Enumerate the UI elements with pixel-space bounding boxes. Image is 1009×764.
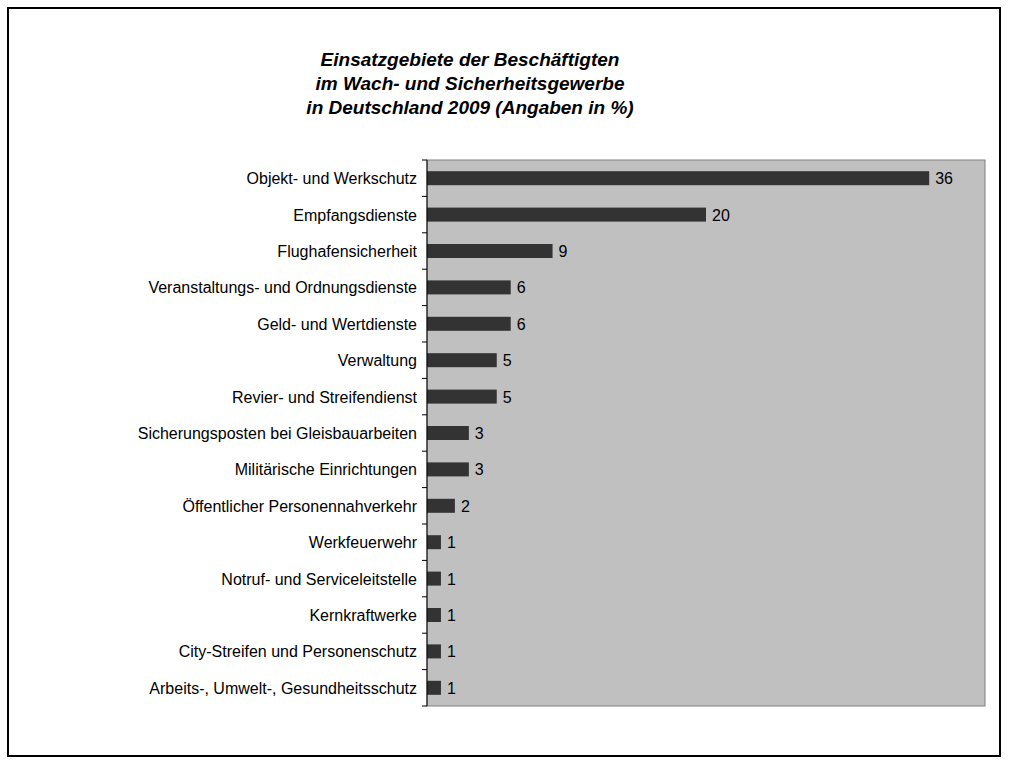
bar	[427, 499, 455, 513]
data-label: 36	[935, 170, 953, 187]
category-axis	[427, 160, 428, 706]
data-label: 1	[447, 534, 456, 551]
outer-frame	[8, 8, 1000, 756]
category-label: Militärische Einrichtungen	[235, 461, 417, 478]
data-label: 6	[517, 316, 526, 333]
category-tick	[422, 596, 427, 597]
category-tick	[422, 232, 427, 233]
category-tick	[422, 524, 427, 525]
bar	[427, 644, 441, 658]
category-label: City-Streifen und Personenschutz	[179, 643, 417, 660]
category-label: Revier- und Streifendienst	[232, 389, 418, 406]
data-label: 1	[447, 643, 456, 660]
category-label: Werkfeuerwehr	[309, 534, 418, 551]
bar	[427, 353, 497, 367]
data-label: 1	[447, 607, 456, 624]
category-label: Objekt- und Werkschutz	[247, 170, 417, 187]
category-label: Arbeits-, Umwelt-, Gesundheitsschutz	[149, 680, 417, 697]
category-label: Verwaltung	[338, 352, 417, 369]
category-tick	[422, 196, 427, 197]
category-tick	[422, 160, 427, 161]
chart: Einsatzgebiete der Beschäftigten im Wach-…	[0, 0, 1009, 764]
bar	[427, 208, 706, 222]
category-label: Empfangsdienste	[293, 207, 417, 224]
data-label: 1	[447, 571, 456, 588]
bar	[427, 535, 441, 549]
category-tick	[422, 414, 427, 415]
category-label: Flughafensicherheit	[277, 243, 417, 260]
category-tick	[422, 305, 427, 306]
category-label: Sicherungsposten bei Gleisbauarbeiten	[138, 425, 417, 442]
data-label: 6	[517, 279, 526, 296]
category-tick	[422, 342, 427, 343]
data-label: 5	[503, 352, 512, 369]
title-line: Einsatzgebiete der Beschäftigten	[321, 49, 620, 70]
data-label: 9	[559, 243, 568, 260]
data-label: 3	[475, 461, 484, 478]
category-tick	[422, 560, 427, 561]
bar	[427, 608, 441, 622]
bar	[427, 317, 511, 331]
title-line: in Deutschland 2009 (Angaben in %)	[306, 97, 633, 118]
plot-area	[427, 160, 985, 706]
bar	[427, 426, 469, 440]
bar	[427, 244, 553, 258]
category-label: Geld- und Wertdienste	[257, 316, 417, 333]
category-tick	[422, 633, 427, 634]
bar	[427, 390, 497, 404]
bars	[427, 171, 929, 695]
bar	[427, 171, 929, 185]
category-tick	[422, 378, 427, 379]
title: Einsatzgebiete der Beschäftigten im Wach-…	[306, 49, 633, 118]
bar	[427, 280, 511, 294]
category-tick	[422, 669, 427, 670]
labels: Objekt- und Werkschutz36Empfangsdienste2…	[138, 170, 953, 697]
category-tick	[422, 487, 427, 488]
data-label: 5	[503, 389, 512, 406]
category-tick	[422, 706, 427, 707]
data-label: 1	[447, 680, 456, 697]
category-label: Veranstaltungs- und Ordnungsdienste	[148, 279, 417, 296]
bar	[427, 572, 441, 586]
bar	[427, 462, 469, 476]
title-line: im Wach- und Sicherheitsgewerbe	[315, 73, 624, 94]
data-label: 20	[712, 207, 730, 224]
bar	[427, 681, 441, 695]
category-label: Öffentlicher Personennahverkehr	[182, 498, 417, 515]
data-label: 2	[461, 498, 470, 515]
data-label: 3	[475, 425, 484, 442]
category-label: Kernkraftwerke	[309, 607, 417, 624]
category-tick	[422, 269, 427, 270]
category-tick	[422, 451, 427, 452]
category-label: Notruf- und Serviceleitstelle	[221, 571, 417, 588]
